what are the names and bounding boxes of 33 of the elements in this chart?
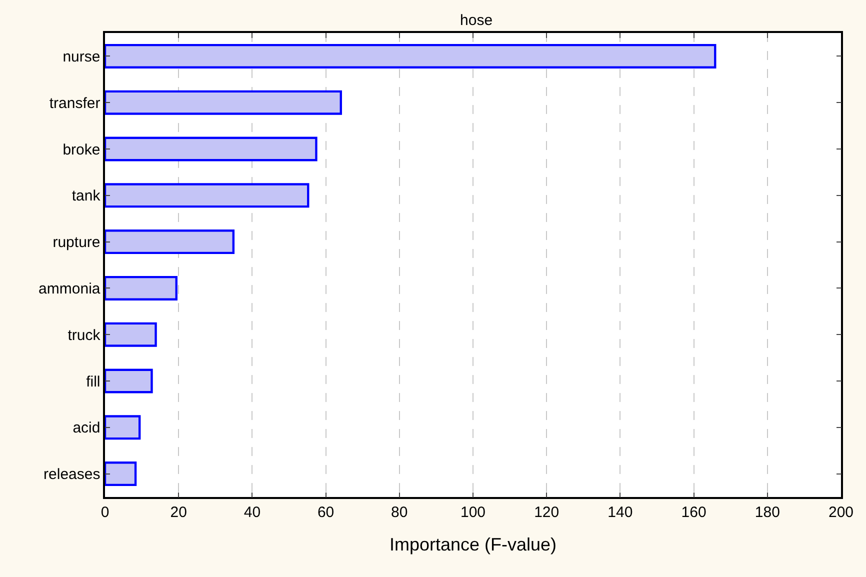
bar <box>105 136 318 162</box>
x-tick-label: 140 <box>608 504 633 521</box>
y-tick-label: nurse <box>62 48 100 66</box>
y-tick-label: ammonia <box>38 280 101 298</box>
bar <box>105 322 157 347</box>
x-tick-label: 60 <box>317 504 334 521</box>
bar <box>105 90 342 115</box>
x-axis-title: Importance (F-value) <box>389 534 557 554</box>
y-tick-label: broke <box>62 141 100 158</box>
y-tick-label: releases <box>44 466 100 484</box>
x-tick-label: 160 <box>681 504 706 521</box>
x-tick-label: 20 <box>170 504 187 521</box>
bar <box>105 276 178 300</box>
bar <box>105 462 137 486</box>
bar <box>105 230 235 254</box>
y-tick-label: transfer <box>49 94 100 112</box>
y-tick-label: rupture <box>52 234 100 252</box>
y-tick-label: acid <box>72 420 100 437</box>
x-tick-label: 80 <box>391 504 408 521</box>
x-tick-label: 180 <box>754 504 780 521</box>
x-tick-label: 120 <box>534 504 560 521</box>
chart-title: hose <box>460 12 493 29</box>
bar <box>105 44 716 68</box>
bar <box>105 183 310 208</box>
bar <box>105 368 153 394</box>
y-tick-label: fill <box>86 373 100 390</box>
y-tick-label: truck <box>68 326 101 344</box>
x-tick-label: 200 <box>828 504 854 521</box>
x-tick-label: 100 <box>460 504 486 521</box>
x-tick-label: 0 <box>100 504 110 521</box>
x-tick-label: 40 <box>244 504 261 521</box>
bar <box>105 415 141 440</box>
y-tick-label: tank <box>72 188 101 205</box>
